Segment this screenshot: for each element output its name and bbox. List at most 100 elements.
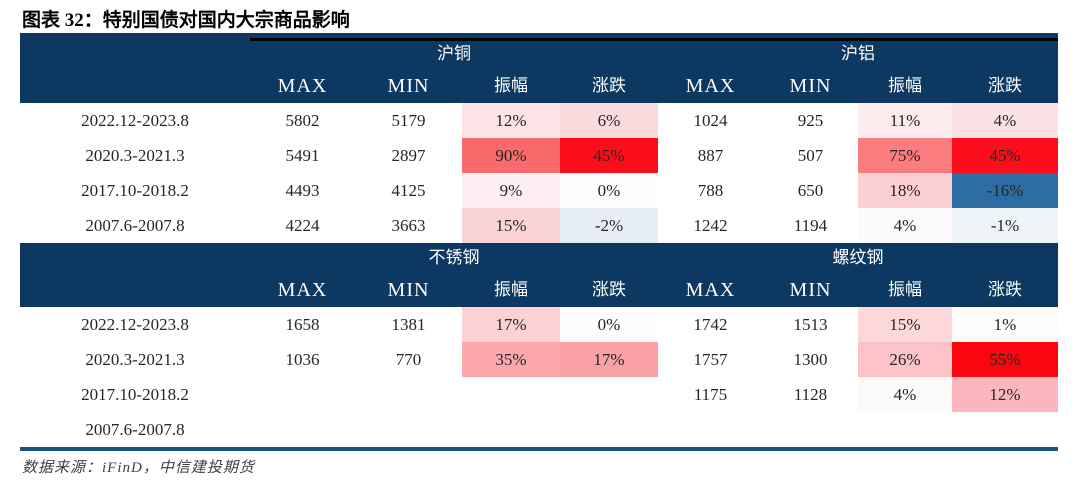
row-period-label: 2007.6-2007.8 <box>85 420 185 439</box>
max-cell <box>250 412 355 447</box>
change-cell: -1% <box>952 208 1058 243</box>
column-header-min: MIN <box>763 68 858 103</box>
min-cell <box>355 377 462 412</box>
row-period-label: 2017.10-2018.2 <box>81 181 189 200</box>
amplitude-cell: 35% <box>462 342 560 377</box>
amplitude-cell: 75% <box>858 138 952 173</box>
max-cell: 887 <box>697 146 724 165</box>
amplitude-cell: 17% <box>462 307 560 342</box>
amplitude-cell: 15% <box>858 307 952 342</box>
column-header-max: MAX <box>250 68 355 103</box>
max-cell: 5802 <box>285 111 320 130</box>
min-cell: 925 <box>797 111 824 130</box>
column-header-min: MIN <box>355 68 462 103</box>
min-cell: 1128 <box>793 385 828 404</box>
commodity-name: 沪铝 <box>658 39 1058 68</box>
figure-title: 图表 32：特别国债对国内大宗商品影响 <box>22 10 350 31</box>
row-period-label: 2022.12-2023.8 <box>81 111 189 130</box>
min-cell: 1194 <box>793 216 828 235</box>
min-cell <box>355 412 462 447</box>
change-cell: 17% <box>560 342 658 377</box>
max-cell: 5491 <box>285 146 320 165</box>
header-corner-cell <box>20 68 250 103</box>
amplitude-cell <box>858 412 952 447</box>
commodity-name: 不锈钢 <box>250 243 658 272</box>
amplitude-cell: 12% <box>462 103 560 138</box>
min-cell: 3663 <box>391 216 426 235</box>
max-cell: 4224 <box>285 216 320 235</box>
max-cell <box>658 412 763 447</box>
max-cell <box>250 377 355 412</box>
change-cell: 45% <box>952 138 1058 173</box>
change-cell: 55% <box>952 342 1058 377</box>
amplitude-cell: 18% <box>858 173 952 208</box>
data-source-note: 数据来源：iFinD，中信建投期货 <box>22 460 255 476</box>
min-cell: 1381 <box>391 315 426 334</box>
amplitude-cell <box>462 412 560 447</box>
change-cell: 4% <box>952 103 1058 138</box>
row-period-label: 2022.12-2023.8 <box>81 315 189 334</box>
header-corner-cell <box>20 243 250 272</box>
column-header-max: MAX <box>658 272 763 307</box>
table-bottom-border <box>20 447 1058 451</box>
change-cell <box>952 412 1058 447</box>
row-period-label: 2020.3-2021.3 <box>85 350 185 369</box>
row-period-label: 2020.3-2021.3 <box>85 146 185 165</box>
amplitude-cell: 90% <box>462 138 560 173</box>
amplitude-cell: 4% <box>858 377 952 412</box>
table-top-border <box>20 33 1058 39</box>
table-grid: 沪铜 沪铝 MAX MIN 振幅 涨跌 MAX MIN 振幅 涨跌 2022.12-2023.8 58… <box>20 39 1058 447</box>
change-cell <box>560 412 658 447</box>
max-cell: 1658 <box>285 315 320 334</box>
max-cell: 1036 <box>285 350 320 369</box>
max-cell: 788 <box>697 181 724 200</box>
change-cell: 6% <box>560 103 658 138</box>
column-header-change: 涨跌 <box>560 272 658 307</box>
change-cell <box>560 377 658 412</box>
change-cell: 12% <box>952 377 1058 412</box>
min-cell: 650 <box>797 181 824 200</box>
change-cell: 1% <box>952 307 1058 342</box>
amplitude-cell <box>462 377 560 412</box>
amplitude-cell: 9% <box>462 173 560 208</box>
max-cell: 1242 <box>693 216 728 235</box>
max-cell: 1175 <box>693 385 728 404</box>
min-cell: 1300 <box>793 350 828 369</box>
max-cell: 1742 <box>693 315 728 334</box>
row-period-label: 2017.10-2018.2 <box>81 385 189 404</box>
min-cell <box>763 412 858 447</box>
change-cell: 0% <box>560 307 658 342</box>
max-cell: 4493 <box>285 181 320 200</box>
header-corner-cell <box>20 39 250 68</box>
change-cell: 0% <box>560 173 658 208</box>
column-header-max: MAX <box>250 272 355 307</box>
min-cell: 507 <box>797 146 824 165</box>
column-header-amplitude: 振幅 <box>462 272 560 307</box>
commodity-name: 沪铜 <box>250 39 658 68</box>
column-header-min: MIN <box>355 272 462 307</box>
commodity-name: 螺纹钢 <box>658 243 1058 272</box>
row-period-label: 2007.6-2007.8 <box>85 216 185 235</box>
min-cell: 4125 <box>391 181 426 200</box>
column-header-change: 涨跌 <box>952 68 1058 103</box>
header-black-rule <box>250 38 1058 41</box>
column-header-max: MAX <box>658 68 763 103</box>
max-cell: 1024 <box>693 111 728 130</box>
min-cell: 2897 <box>391 146 426 165</box>
change-cell: 45% <box>560 138 658 173</box>
amplitude-cell: 15% <box>462 208 560 243</box>
min-cell: 1513 <box>793 315 828 334</box>
amplitude-cell: 4% <box>858 208 952 243</box>
column-header-change: 涨跌 <box>560 68 658 103</box>
change-cell: -2% <box>560 208 658 243</box>
change-cell: -16% <box>952 173 1058 208</box>
header-corner-cell <box>20 272 250 307</box>
column-header-amplitude: 振幅 <box>858 272 952 307</box>
amplitude-cell: 11% <box>858 103 952 138</box>
amplitude-cell: 26% <box>858 342 952 377</box>
column-header-min: MIN <box>763 272 858 307</box>
min-cell: 770 <box>395 350 422 369</box>
column-header-amplitude: 振幅 <box>462 68 560 103</box>
column-header-amplitude: 振幅 <box>858 68 952 103</box>
